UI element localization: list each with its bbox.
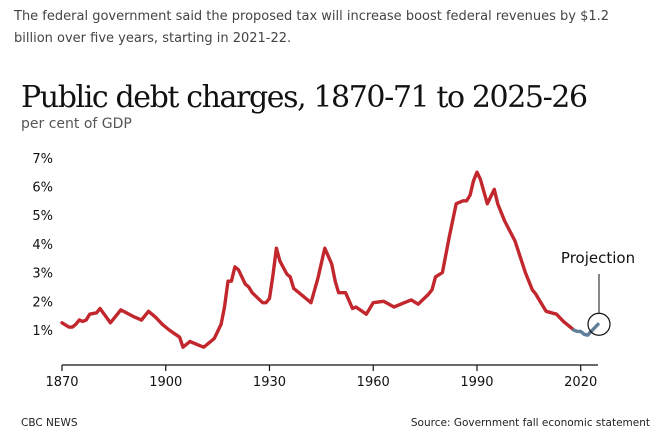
x-tick-label: 1990 xyxy=(460,375,493,390)
y-tick-label: 3% xyxy=(32,267,53,282)
line-chart: 1%2%3%4%5%6%7% 1870 1900 1930 1960 1990 2020 … xyxy=(32,152,635,390)
x-tick-label: 2020 xyxy=(564,375,597,390)
y-tick-label: 4% xyxy=(32,238,53,253)
projection-circle xyxy=(587,312,611,336)
intro-text: The federal government said the proposed… xyxy=(14,9,610,46)
y-tick-label: 7% xyxy=(32,152,53,167)
chart-subtitle: per cent of GDP xyxy=(21,116,132,132)
series-line-actual xyxy=(60,170,576,349)
chart-title: Public debt charges, 1870-71 to 2025-26 xyxy=(21,80,588,115)
projection-label: Projection xyxy=(561,249,635,267)
y-tick-label: 6% xyxy=(32,181,53,196)
y-tick-label: 2% xyxy=(32,295,53,310)
credit-label: CBC NEWS xyxy=(21,417,78,429)
x-tick-label: 1900 xyxy=(149,375,182,390)
series-line-projection xyxy=(572,322,600,337)
x-tick-label: 1960 xyxy=(357,375,390,390)
source-label: Source: Government fall economic stateme… xyxy=(410,417,650,429)
x-tick-label: 1870 xyxy=(45,375,78,390)
y-tick-label: 5% xyxy=(32,209,53,224)
x-tick-label: 1930 xyxy=(253,375,286,390)
y-tick-label: 1% xyxy=(32,324,53,339)
